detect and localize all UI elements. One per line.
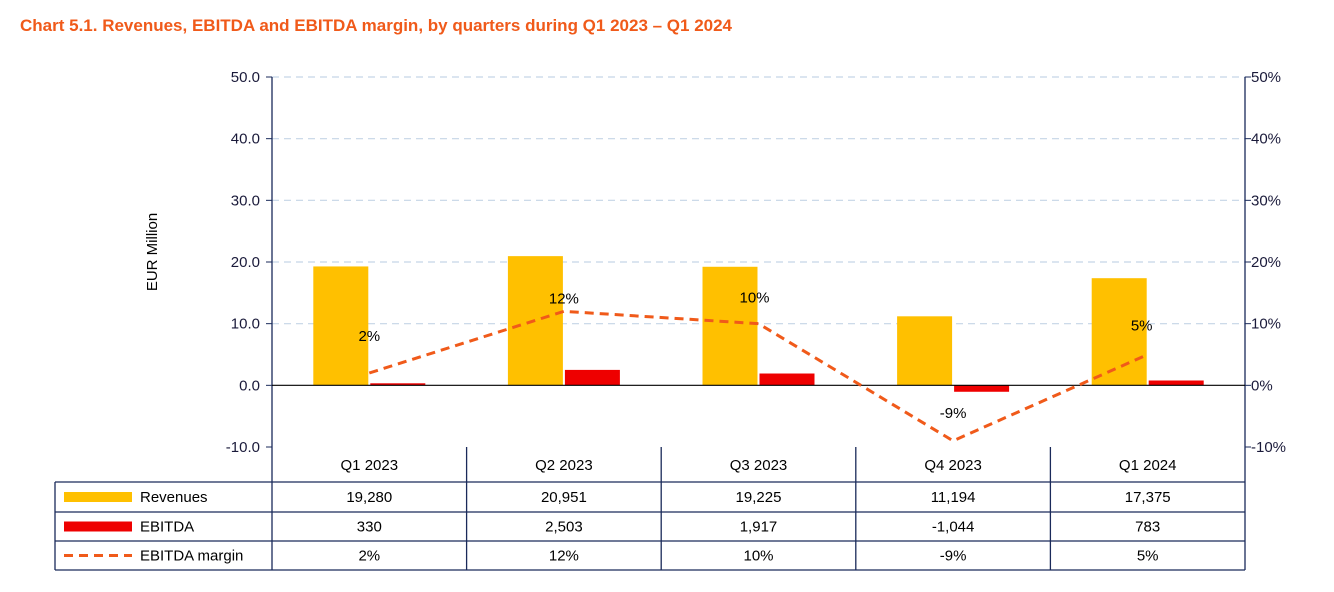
table-cell: 10% <box>743 548 773 565</box>
y2-tick-label: 0% <box>1251 377 1273 394</box>
y-tick-label: 20.0 <box>231 254 260 271</box>
y2-tick-label: 30% <box>1251 192 1281 209</box>
category-label: Q4 2023 <box>924 457 982 474</box>
table-cell: -9% <box>940 548 967 565</box>
series-name: Revenues <box>140 489 208 506</box>
category-label: Q3 2023 <box>730 457 788 474</box>
y-tick-label: 0.0 <box>239 377 260 394</box>
table-cell: 783 <box>1135 519 1160 536</box>
revenues-bar <box>1091 278 1147 386</box>
revenues-bar <box>313 266 369 386</box>
y2-tick-label: 20% <box>1251 254 1281 271</box>
ebitda-margin-label: 5% <box>1131 318 1153 335</box>
table-cell: -1,044 <box>932 519 975 536</box>
ebitda-bar <box>954 385 1010 392</box>
category-label: Q1 2024 <box>1119 457 1177 474</box>
table-cell: 17,375 <box>1125 489 1171 506</box>
ebitda-margin-line <box>368 309 1149 443</box>
ebitda-margin-label: 2% <box>358 328 380 345</box>
category-label: Q2 2023 <box>535 457 593 474</box>
ebitda-bar <box>1148 380 1204 386</box>
y-tick-label: 10.0 <box>231 316 260 333</box>
ebitda-legend-key <box>64 521 132 532</box>
ebitda-margin-label: 12% <box>549 290 579 307</box>
table-cell: 2,503 <box>545 519 583 536</box>
y2-tick-label: 40% <box>1251 131 1281 148</box>
y-axis-title: EUR Million <box>144 213 161 291</box>
y-tick-label: 40.0 <box>231 131 260 148</box>
ebitda-bar <box>564 369 620 386</box>
table-cell: 2% <box>358 548 380 565</box>
table-cell: 19,225 <box>736 489 782 506</box>
ebitda-bar <box>759 373 815 386</box>
series-name: EBITDA margin <box>140 548 243 565</box>
y-tick-label: 50.0 <box>231 69 260 86</box>
revenues-bar <box>702 266 758 386</box>
revenues-bar <box>897 316 953 386</box>
table-cell: 1,917 <box>740 519 778 536</box>
table-cell: 11,194 <box>931 489 976 506</box>
y-tick-label: 30.0 <box>231 192 260 209</box>
ebitda-margin-label: 10% <box>739 290 769 307</box>
table-cell: 5% <box>1137 548 1159 565</box>
chart-title: Chart 5.1. Revenues, EBITDA and EBITDA m… <box>20 16 733 35</box>
revenues-bar <box>507 256 563 386</box>
y2-tick-label: -10% <box>1251 439 1286 456</box>
ebitda-margin-label: -9% <box>940 405 967 422</box>
y-tick-label: -10.0 <box>226 439 260 456</box>
table-cell: 19,280 <box>346 489 392 506</box>
table-cell: 12% <box>549 548 579 565</box>
y2-tick-label: 10% <box>1251 316 1281 333</box>
ebitda-bar <box>370 383 426 386</box>
revenues-legend-key <box>64 492 132 502</box>
category-label: Q1 2023 <box>341 457 399 474</box>
series-name: EBITDA <box>140 519 194 536</box>
table-cell: 20,951 <box>541 489 587 506</box>
y2-tick-label: 50% <box>1251 69 1281 86</box>
table-cell: 330 <box>357 519 382 536</box>
